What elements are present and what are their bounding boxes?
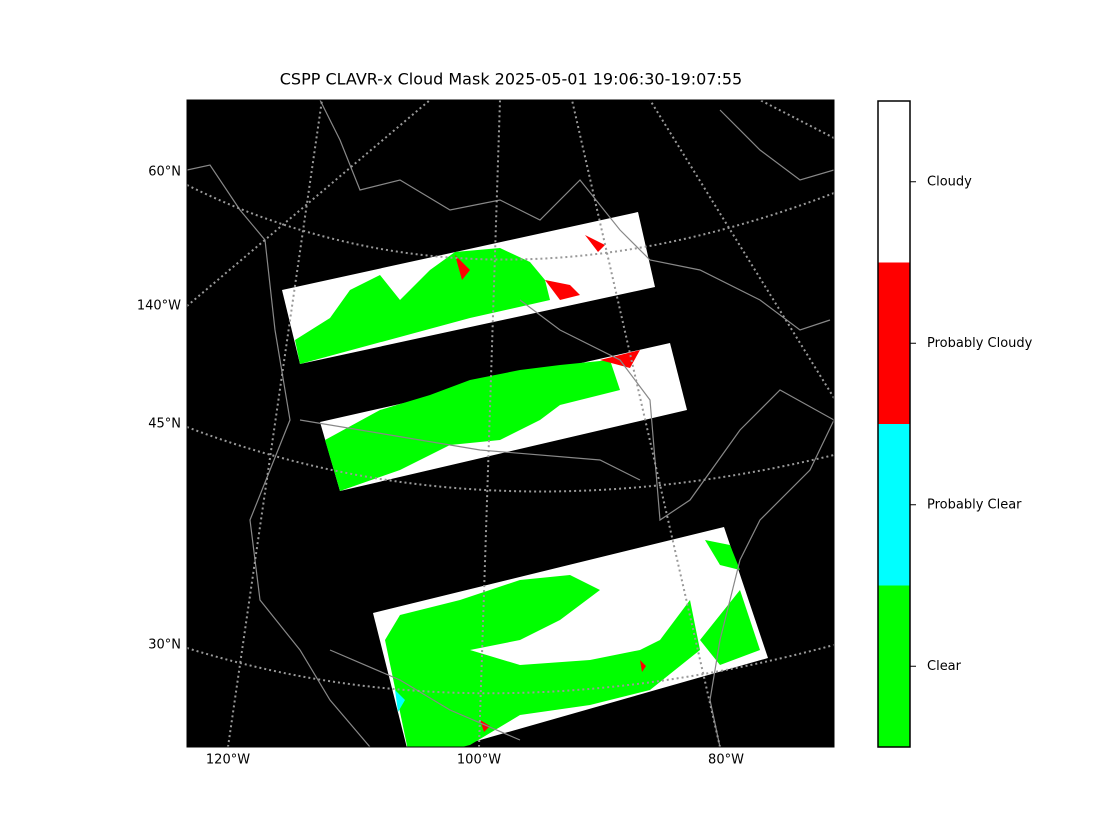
lat-label: 45°N <box>148 417 181 432</box>
lon-label: 120°W <box>206 753 250 768</box>
colorbar-label: Cloudy <box>927 174 972 189</box>
map-frame <box>186 99 835 748</box>
graticule <box>187 100 834 747</box>
colorbar-label: Probably Clear <box>927 497 1022 512</box>
colorbar: Clear Probably Clear Probably Cloudy Cloudy <box>877 100 1033 748</box>
map <box>187 100 834 747</box>
coastlines <box>187 100 834 747</box>
swaths <box>282 212 768 747</box>
colorbar-label: Clear <box>927 659 962 674</box>
colorbar-segment <box>878 101 910 263</box>
lon-label: 100°W <box>457 753 501 768</box>
colorbar-frame <box>877 100 911 748</box>
colorbar-segment <box>878 585 910 747</box>
title: CSPP CLAVR-x Cloud Mask 2025-05-01 19:06… <box>280 70 742 89</box>
colorbar-label: Probably Cloudy <box>927 336 1033 351</box>
lat-label: 30°N <box>148 638 181 653</box>
colorbar-segment <box>878 262 910 424</box>
lon-label: 140°W <box>137 299 181 314</box>
lat-label: 60°N <box>148 165 181 180</box>
colorbar-segment <box>878 424 910 586</box>
lon-label: 80°W <box>708 753 744 768</box>
